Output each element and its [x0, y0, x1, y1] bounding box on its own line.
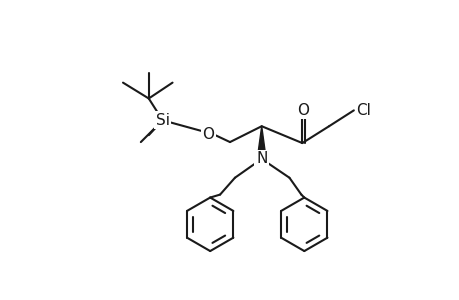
Text: N: N	[256, 152, 267, 166]
Text: Cl: Cl	[356, 103, 370, 118]
Text: N: N	[256, 152, 267, 166]
Text: O: O	[202, 127, 214, 142]
Text: Cl: Cl	[356, 103, 370, 118]
Text: O: O	[202, 127, 214, 142]
Text: Si: Si	[155, 113, 169, 128]
Text: O: O	[297, 103, 308, 118]
Polygon shape	[257, 126, 266, 159]
Text: Si: Si	[155, 113, 169, 128]
Text: O: O	[297, 103, 308, 118]
